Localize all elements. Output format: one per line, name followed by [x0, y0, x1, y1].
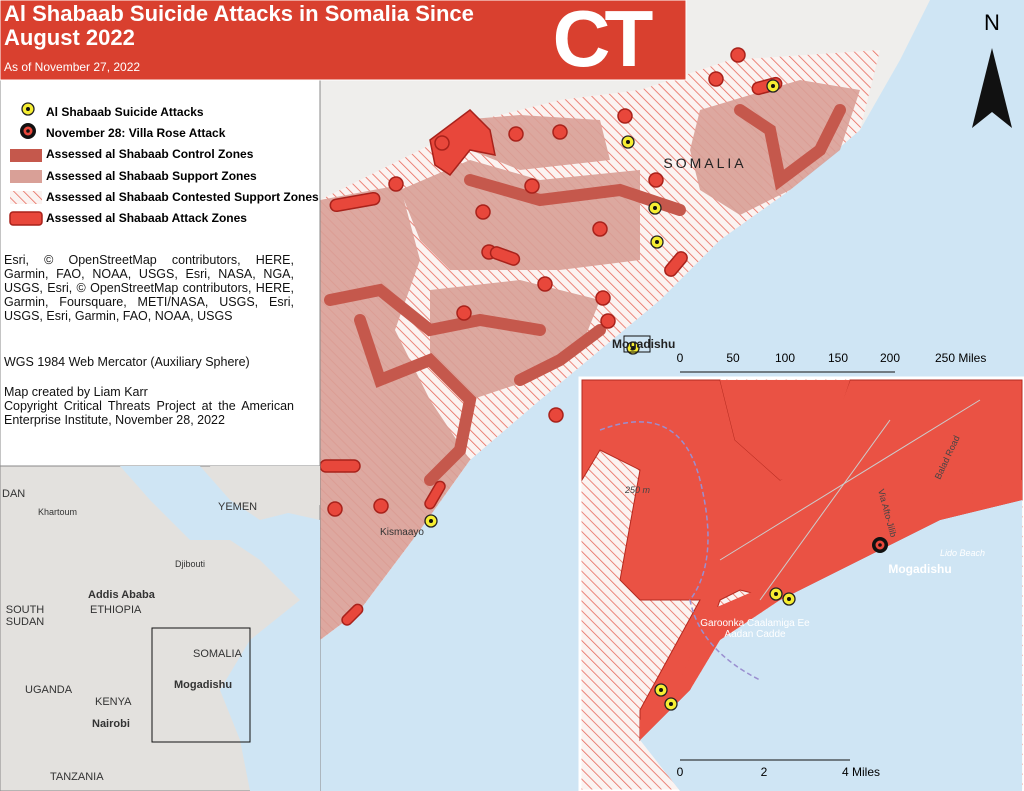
- scale-label: 0: [677, 765, 684, 779]
- title: Al Shabaab Suicide Attacks in Somalia Si…: [4, 1, 474, 50]
- scale-label: 250 Miles: [935, 351, 986, 365]
- north-arrow: [972, 48, 1012, 128]
- legend-swatches: [9, 102, 43, 226]
- locator-label: KENYA: [95, 696, 132, 708]
- scale-label: 4 Miles: [842, 765, 880, 779]
- locator-label: UGANDA: [25, 684, 73, 696]
- scale-label: 0: [677, 351, 684, 365]
- subtitle: As of November 27, 2022: [4, 60, 141, 74]
- legend: Al Shabaab Suicide Attacks November 28: …: [46, 102, 319, 229]
- contour-label: 250 m: [624, 485, 651, 495]
- country-label: SOMALIA: [663, 155, 746, 171]
- attack-zones: [319, 47, 783, 626]
- inset-map: 250 m Balad Road Via Afto-Jilib Lido Bea…: [578, 376, 1024, 791]
- author: Map created by Liam Karr: [4, 385, 148, 399]
- city-label: Kismaayo: [380, 527, 424, 538]
- locator-label: Addis Ababa: [88, 589, 156, 601]
- locator-label: SOUTH SUDAN: [5, 604, 45, 628]
- locator-label: DAN: [2, 488, 25, 500]
- legend-label: Al Shabaab Suicide Attacks: [46, 105, 204, 119]
- control-zones: [324, 104, 846, 486]
- locator-label: Khartoum: [38, 507, 77, 517]
- airport-label: Garoonka Caalamiga Ee Aadan Cadde: [700, 618, 810, 640]
- projection: WGS 1984 Web Mercator (Auxiliary Sphere): [4, 355, 250, 369]
- locator-text: SOUTH SUDAN: [5, 604, 45, 628]
- locator-label: Djibouti: [175, 559, 205, 569]
- scale-label: 200: [880, 351, 900, 365]
- legend-label: Assessed al Shabaab Attack Zones: [46, 211, 247, 226]
- legend-label: Assessed al Shabaab Contested Support Zo…: [46, 189, 319, 204]
- locator-label: TANZANIA: [50, 771, 104, 783]
- scale-label: 50: [726, 351, 740, 365]
- legend-label: November 28: Villa Rose Attack: [46, 126, 226, 141]
- scale-label: 2: [761, 765, 768, 779]
- airport-text: Garoonka Caalamiga Ee Aadan Cadde: [700, 618, 810, 640]
- locator-label: ETHIOPIA: [90, 604, 142, 616]
- scale-label: 150: [828, 351, 848, 365]
- locator-label: Mogadishu: [174, 679, 232, 691]
- locator-label: YEMEN: [218, 501, 257, 513]
- legend-panel: [0, 79, 321, 467]
- inset-box: [623, 335, 651, 353]
- copyright: Copyright Critical Threats Project at th…: [4, 399, 294, 427]
- beach-label: Lido Beach: [940, 548, 985, 558]
- credits: Esri, © OpenStreetMap contributors, HERE…: [4, 253, 294, 323]
- city-label: Mogadishu: [888, 562, 951, 576]
- logo: CT: [553, 0, 654, 83]
- header-band: [0, 0, 687, 81]
- legend-label: Assessed al Shabaab Control Zones: [46, 147, 254, 162]
- scale-bar: 0 50 100 150 200 250 Miles: [677, 351, 986, 373]
- scale-label: 100: [775, 351, 795, 365]
- legend-label: Assessed al Shabaab Support Zones: [46, 168, 257, 183]
- locator-map: DAN Khartoum YEMEN Djibouti Addis Ababa …: [0, 465, 321, 791]
- north-label: N: [984, 10, 1000, 35]
- city-label: Mogadishu: [612, 337, 675, 351]
- locator-label: SOMALIA: [193, 648, 243, 660]
- locator-label: Nairobi: [92, 718, 130, 730]
- attack-markers: [424, 79, 780, 528]
